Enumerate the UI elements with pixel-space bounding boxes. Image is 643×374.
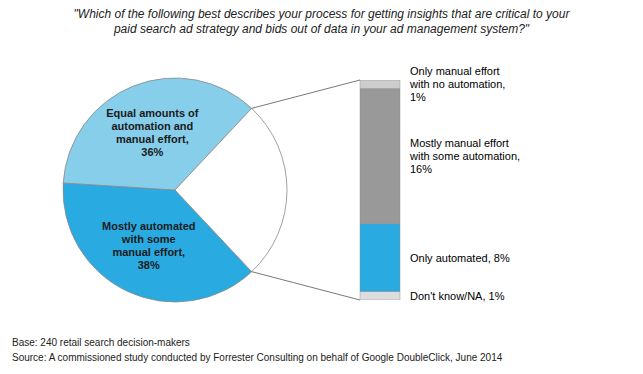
connector (252, 272, 360, 300)
title: "Which of the following best describes y… (74, 7, 571, 36)
bar-label: Don't know/NA, 1% (410, 290, 505, 302)
pie-labels: Mostly automatedwith somemanual effort,3… (102, 107, 199, 271)
pie-slice (175, 108, 287, 271)
slice-label: Equal amounts ofautomation andmanual eff… (106, 107, 199, 158)
bar-label: Only automated, 8% (410, 252, 510, 264)
slice-label: Mostly automatedwith somemanual effort,3… (102, 220, 196, 271)
bar-segment (360, 88, 400, 223)
chart-container: "Which of the following best describes y… (0, 0, 643, 374)
bar-segment (360, 80, 400, 88)
connector (252, 80, 360, 108)
annotation: Source: A commissioned study conducted b… (12, 352, 503, 363)
bar-segment (360, 224, 400, 292)
chart-svg: "Which of the following best describes y… (0, 0, 643, 374)
bar-labels: Don't know/NA, 1% Only automated, 8% Mostl… (409, 65, 520, 302)
pie (63, 78, 287, 302)
bar-segment (360, 292, 400, 300)
annotation: Base: 240 retail search decision-makers (12, 337, 190, 348)
bar-label: Mostly manual effortwith some automation… (409, 137, 520, 175)
bars (360, 80, 400, 300)
bar-label: Only manual effortwith no automation,1% (409, 65, 505, 103)
